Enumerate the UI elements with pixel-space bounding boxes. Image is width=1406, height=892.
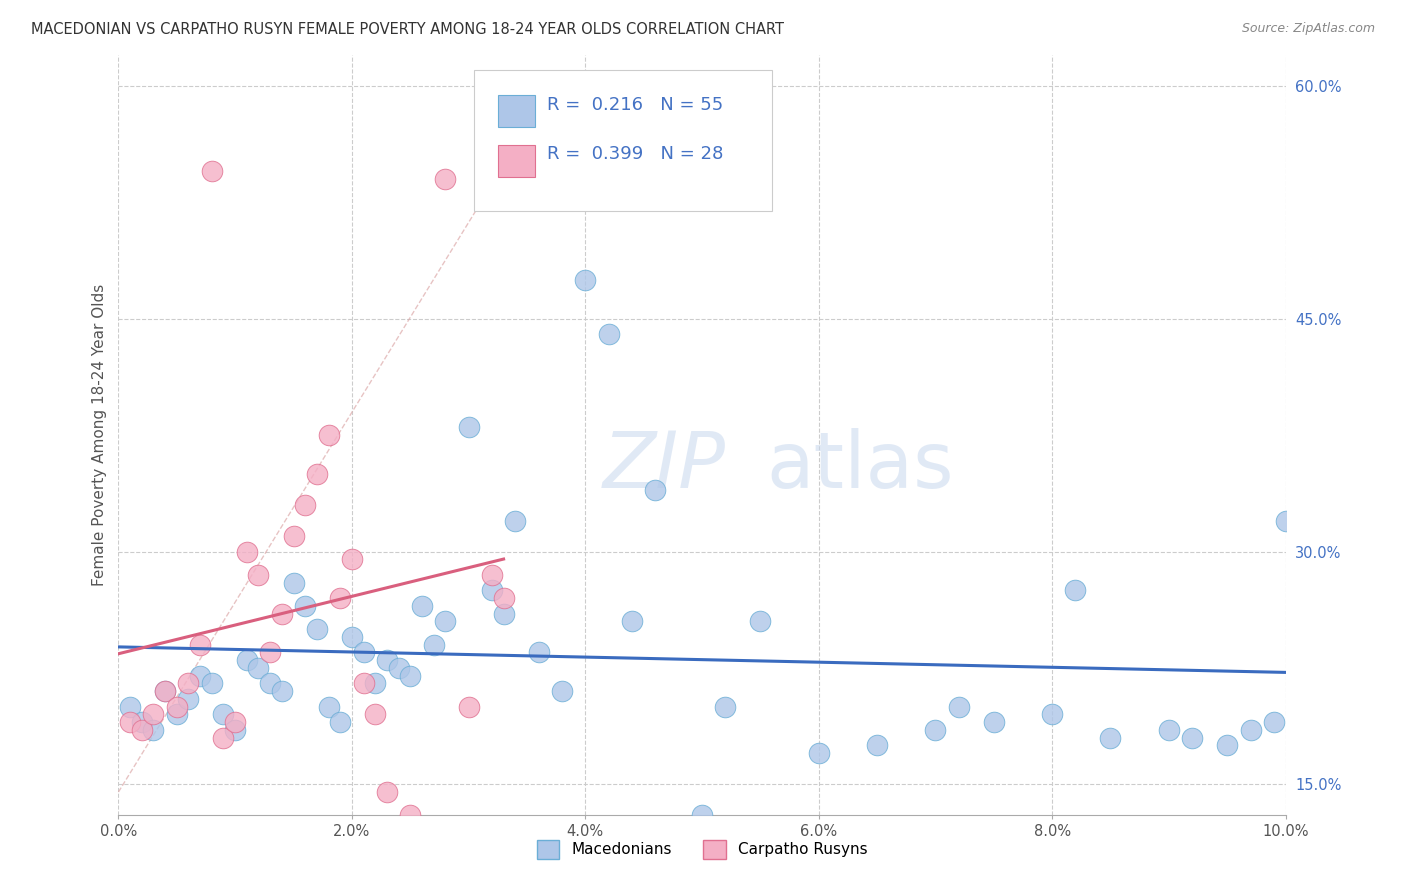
Point	[375, 653, 398, 667]
Point	[166, 707, 188, 722]
Point	[551, 684, 574, 698]
Point	[714, 699, 737, 714]
Legend: Macedonians, Carpatho Rusyns: Macedonians, Carpatho Rusyns	[530, 834, 873, 864]
Point	[1040, 707, 1063, 722]
Point	[166, 699, 188, 714]
Point	[364, 676, 387, 690]
Point	[259, 645, 281, 659]
Point	[224, 723, 246, 737]
Point	[1064, 583, 1087, 598]
Point	[492, 591, 515, 606]
Point	[340, 552, 363, 566]
Text: MACEDONIAN VS CARPATHO RUSYN FEMALE POVERTY AMONG 18-24 YEAR OLDS CORRELATION CH: MACEDONIAN VS CARPATHO RUSYN FEMALE POVE…	[31, 22, 785, 37]
Point	[1274, 514, 1296, 528]
Point	[399, 668, 422, 682]
Point	[305, 622, 328, 636]
Point	[188, 668, 211, 682]
Point	[598, 327, 620, 342]
Point	[201, 164, 224, 178]
Point	[1216, 739, 1239, 753]
Point	[236, 653, 259, 667]
Point	[120, 699, 142, 714]
Point	[527, 645, 550, 659]
Point	[188, 638, 211, 652]
Point	[236, 544, 259, 558]
Text: R =  0.216   N = 55: R = 0.216 N = 55	[547, 95, 723, 113]
Point	[481, 567, 503, 582]
Point	[212, 707, 235, 722]
Y-axis label: Female Poverty Among 18-24 Year Olds: Female Poverty Among 18-24 Year Olds	[93, 284, 107, 586]
Bar	[498, 95, 536, 128]
Point	[481, 583, 503, 598]
Point	[153, 684, 176, 698]
Bar	[498, 145, 536, 177]
Point	[153, 684, 176, 698]
Point	[1239, 723, 1261, 737]
Point	[142, 723, 165, 737]
Point	[201, 676, 224, 690]
Point	[620, 615, 643, 629]
Point	[492, 607, 515, 621]
Point	[247, 661, 270, 675]
Point	[270, 684, 292, 698]
Text: Source: ZipAtlas.com: Source: ZipAtlas.com	[1241, 22, 1375, 36]
Text: atlas: atlas	[766, 427, 953, 504]
Point	[924, 723, 946, 737]
Text: ZIP: ZIP	[603, 427, 725, 504]
Point	[387, 661, 409, 675]
Point	[411, 599, 433, 613]
Point	[983, 715, 1005, 730]
Point	[329, 715, 352, 730]
Point	[807, 746, 830, 760]
Point	[142, 707, 165, 722]
Point	[212, 731, 235, 745]
Point	[364, 707, 387, 722]
Text: R =  0.399   N = 28: R = 0.399 N = 28	[547, 145, 723, 163]
Point	[948, 699, 970, 714]
Point	[644, 483, 666, 497]
Point	[329, 591, 352, 606]
Point	[120, 715, 142, 730]
Point	[294, 599, 316, 613]
FancyBboxPatch shape	[474, 70, 772, 211]
Point	[340, 630, 363, 644]
Point	[749, 615, 772, 629]
Point	[353, 645, 375, 659]
Point	[574, 273, 596, 287]
Point	[177, 692, 200, 706]
Point	[224, 715, 246, 730]
Point	[375, 785, 398, 799]
Point	[283, 529, 305, 543]
Point	[318, 699, 340, 714]
Point	[690, 808, 713, 822]
Point	[866, 739, 889, 753]
Point	[434, 172, 457, 186]
Point	[294, 498, 316, 512]
Point	[131, 723, 153, 737]
Point	[353, 676, 375, 690]
Point	[457, 420, 479, 434]
Point	[399, 808, 422, 822]
Point	[422, 638, 444, 652]
Point	[318, 428, 340, 442]
Point	[457, 699, 479, 714]
Point	[1181, 731, 1204, 745]
Point	[131, 715, 153, 730]
Point	[259, 676, 281, 690]
Point	[283, 575, 305, 590]
Point	[503, 514, 526, 528]
Point	[1099, 731, 1122, 745]
Point	[1263, 715, 1285, 730]
Point	[305, 467, 328, 481]
Point	[1157, 723, 1180, 737]
Point	[177, 676, 200, 690]
Point	[270, 607, 292, 621]
Point	[434, 615, 457, 629]
Point	[247, 567, 270, 582]
